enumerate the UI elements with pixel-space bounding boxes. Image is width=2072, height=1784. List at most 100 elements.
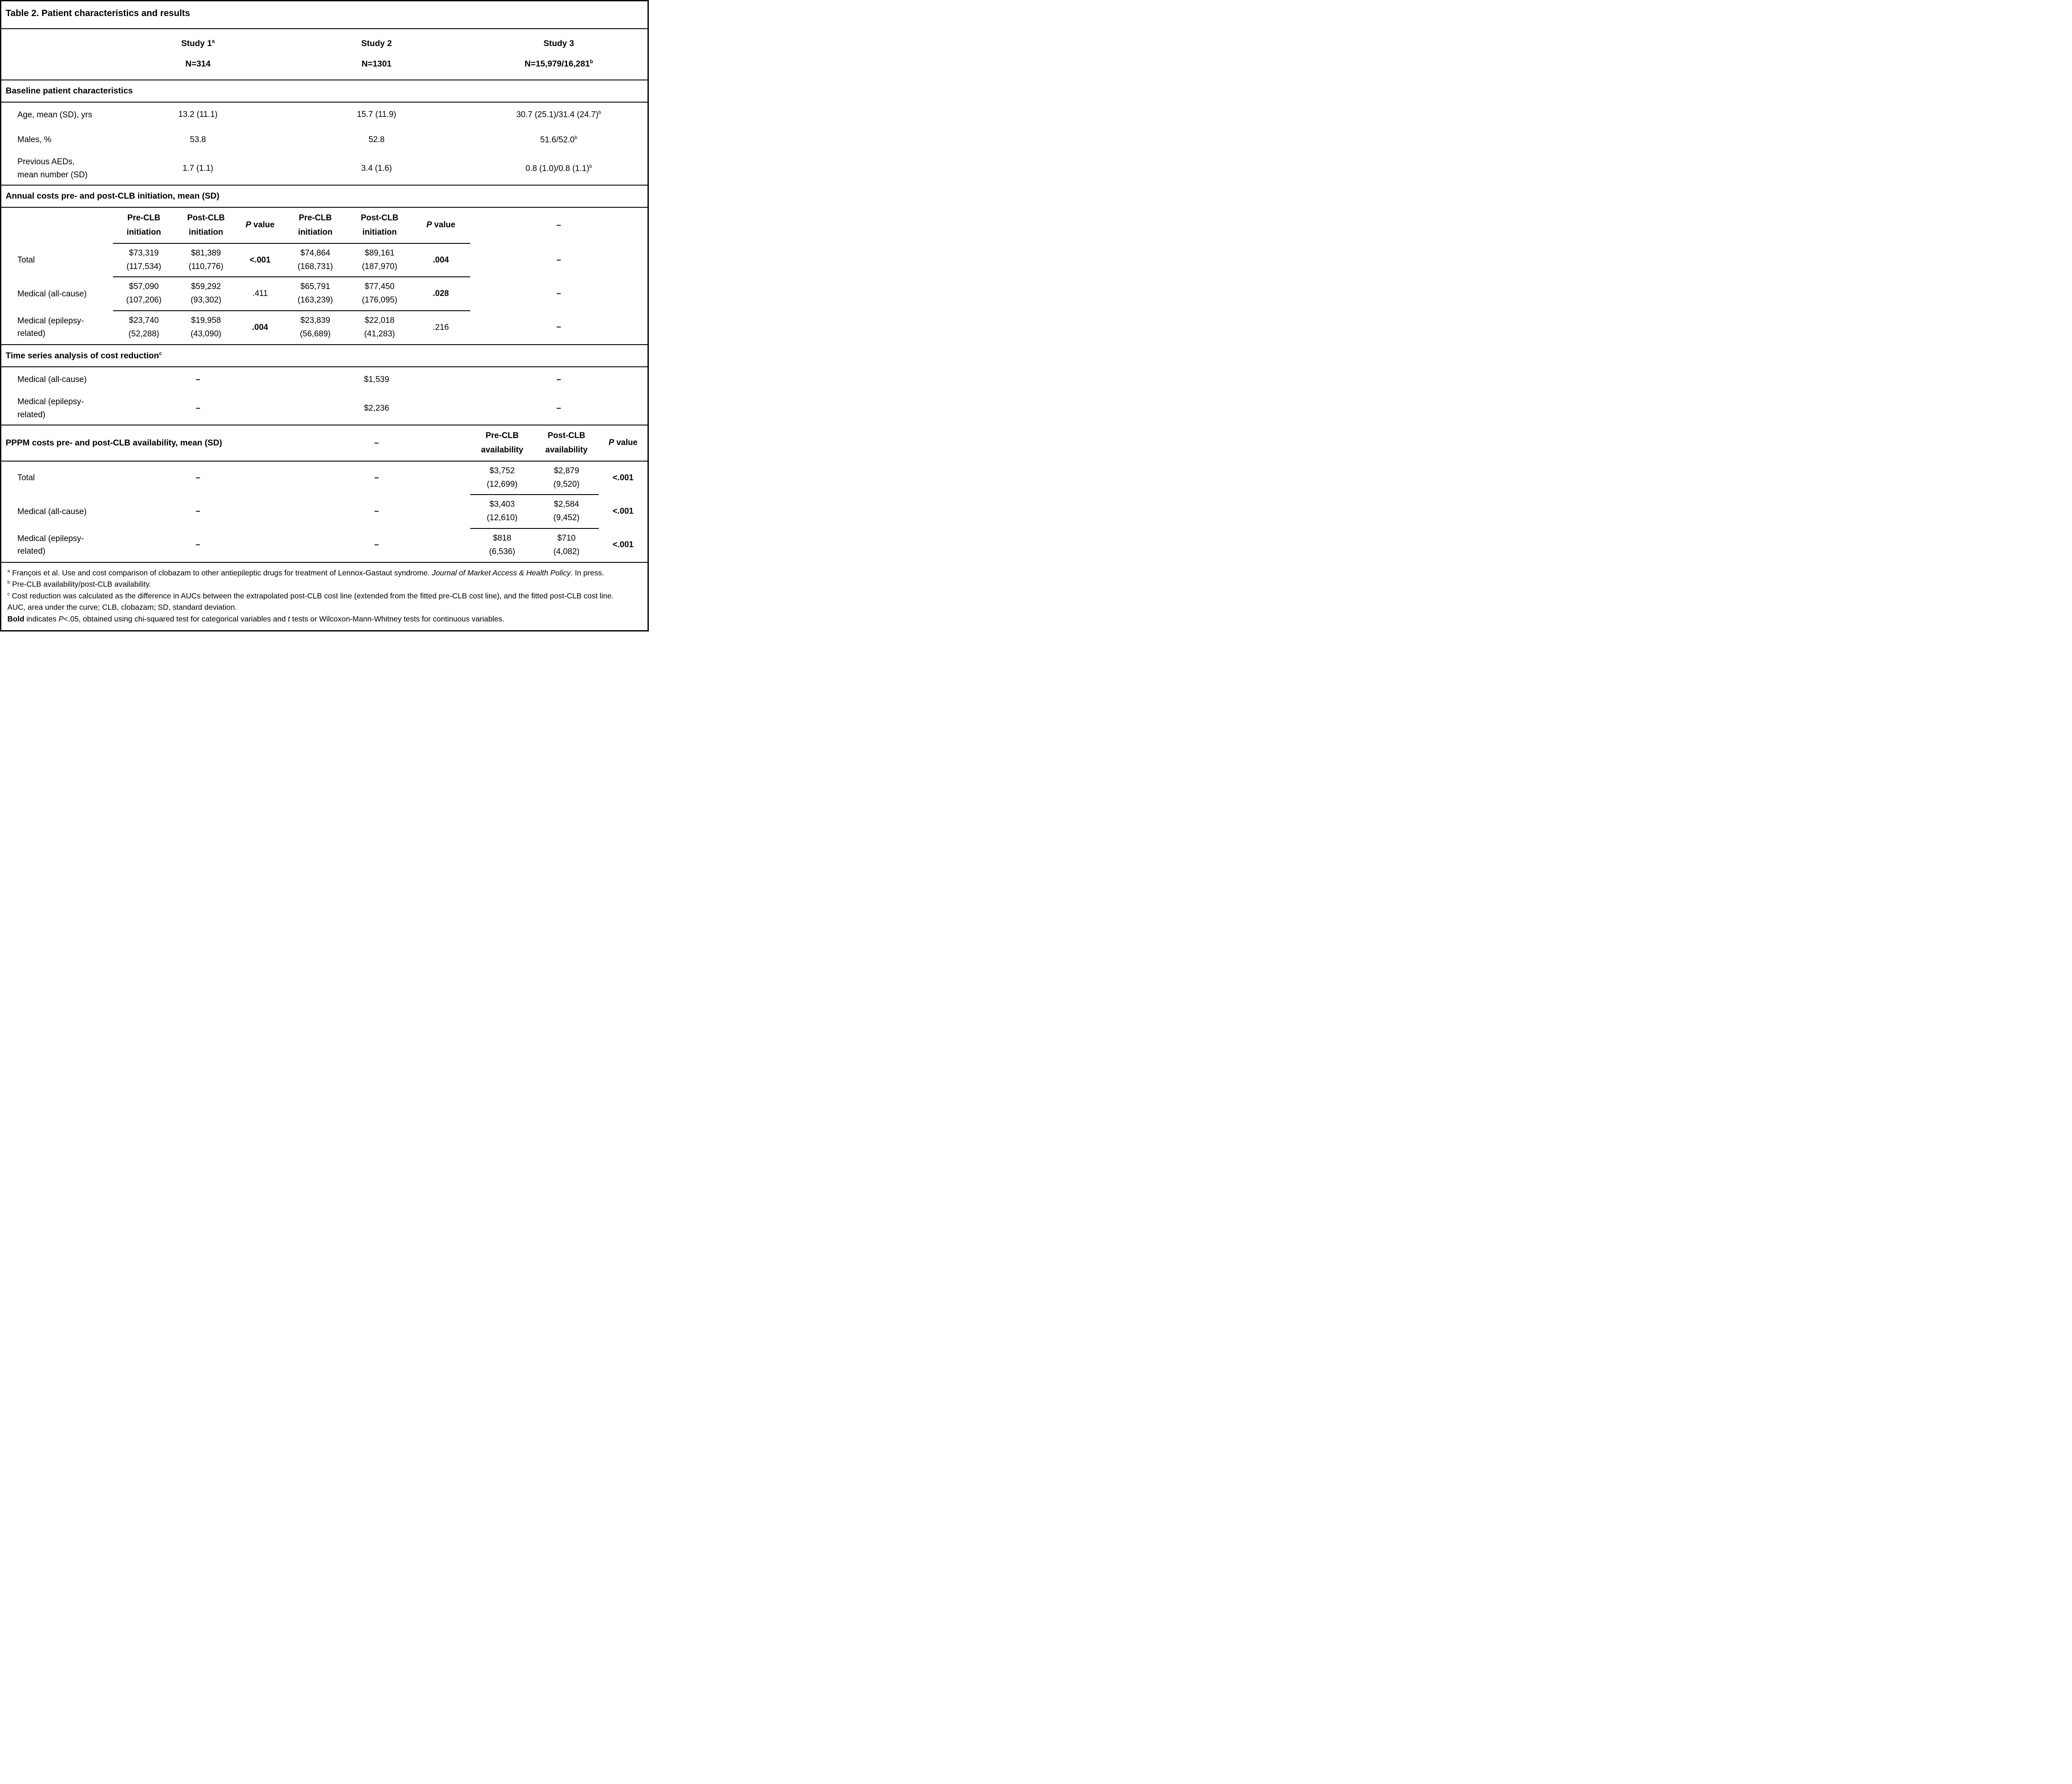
annual-medepi-s1-pre: $23,740 (52,288) bbox=[113, 311, 175, 345]
pppm-medepi-post: $710 (4,082) bbox=[534, 528, 599, 563]
aeds-label-line2: mean number (SD) bbox=[17, 170, 88, 179]
footnote-abbreviations: AUC, area under the curve; CLB, clobazam… bbox=[7, 601, 641, 613]
sd: (163,239) bbox=[297, 296, 333, 305]
amount: $74,864 bbox=[300, 248, 330, 258]
p-italic: P bbox=[608, 438, 614, 448]
timeseries-footnote-marker: c bbox=[159, 350, 162, 356]
annual-total-s1-pre: $73,319 (117,534) bbox=[113, 243, 175, 278]
pre-clb-line2: availability bbox=[481, 445, 524, 455]
footnotes-row: a François et al. Use and cost comparison… bbox=[1, 562, 648, 631]
timeseries-section-title: Time series analysis of cost reductionc bbox=[0, 344, 648, 368]
amount: $59,292 bbox=[191, 282, 221, 292]
annual-medall-s1-post: $59,292 (93,302) bbox=[175, 277, 237, 311]
row-pppm-medical-all: Medical (all-cause) – – $3,403 (12,610) $… bbox=[1, 495, 648, 529]
sd: (6,536) bbox=[489, 547, 515, 556]
annual-medall-s2-post: $77,450 (176,095) bbox=[347, 277, 412, 311]
abbreviations-text: AUC, area under the curve; CLB, clobazam… bbox=[7, 603, 237, 612]
row-males: Males, % 53.8 52.8 51.6/52.0b bbox=[1, 127, 648, 152]
amount: $23,839 bbox=[300, 316, 330, 325]
annual-medall-s1-pvalue: .411 bbox=[237, 277, 283, 311]
pppm-medepi-study1-dash: – bbox=[113, 528, 283, 563]
pppm-medall-pre: $3,403 (12,610) bbox=[470, 495, 535, 529]
footnotes-cell: a François et al. Use and cost comparison… bbox=[1, 562, 648, 631]
study2-label: Study 2 bbox=[361, 39, 392, 48]
row-annual-medical-all: Medical (all-cause) $57,090 (107,206) $59… bbox=[1, 277, 648, 311]
annual-medall-study3-dash: – bbox=[556, 289, 561, 299]
age-study3: 30.7 (25.1)/31.4 (24.7)b bbox=[470, 102, 648, 127]
ts-medall-study3-dash: – bbox=[556, 375, 561, 384]
annual-total-s1-post: $81,389 (110,776) bbox=[175, 243, 237, 278]
sd: (41,283) bbox=[364, 329, 395, 339]
label-line2: related) bbox=[17, 410, 46, 419]
bold-note-t-italic: t bbox=[288, 614, 290, 623]
amount: $19,958 bbox=[191, 316, 221, 325]
ts-medepi-study2-value: $2,236 bbox=[283, 392, 470, 426]
pppm-total-pvalue: <.001 bbox=[612, 473, 634, 483]
bold-note-text3: tests or Wilcoxon-Mann-Whitney tests for… bbox=[290, 614, 505, 623]
annual-medepi-s1-pvalue: .004 bbox=[237, 311, 283, 345]
age-study1: 13.2 (11.1) bbox=[178, 110, 218, 120]
pppm-study2-na-dash: – bbox=[283, 425, 470, 462]
study3-n-footnote-marker: b bbox=[590, 59, 593, 65]
study1-n: N=314 bbox=[185, 59, 211, 69]
footnote-b-text: Pre-CLB availability/post-CLB availabili… bbox=[12, 580, 151, 589]
amount: $77,450 bbox=[365, 282, 395, 292]
label-line2: related) bbox=[17, 547, 46, 556]
sd: (176,095) bbox=[362, 296, 398, 305]
row-ts-medical-all: Medical (all-cause) – $1,539 – bbox=[1, 367, 648, 392]
sd: (93,302) bbox=[190, 296, 222, 305]
males-study3-footnote-marker: b bbox=[574, 135, 578, 140]
pppm-medepi-pre: $818 (6,536) bbox=[470, 528, 535, 563]
ts-medical-all-label: Medical (all-cause) bbox=[17, 375, 87, 385]
post-clb-line2: initiation bbox=[362, 227, 397, 237]
amount: $818 bbox=[493, 534, 511, 543]
study1-header: Study 1a N=314 bbox=[113, 29, 283, 80]
pre-clb-line2: initiation bbox=[126, 227, 161, 237]
aeds-label: Previous AEDs, mean number (SD) bbox=[0, 152, 113, 186]
amount: $2,879 bbox=[554, 466, 579, 475]
table-title: Table 2. Patient characteristics and res… bbox=[0, 0, 648, 29]
annual-subheader-row: Pre-CLB initiation Post-CLB initiation P v… bbox=[1, 207, 648, 244]
amount: $3,752 bbox=[489, 466, 515, 475]
sd: (56,689) bbox=[300, 329, 331, 339]
title-row: Table 2. Patient characteristics and res… bbox=[0, 0, 648, 29]
study3-header: Study 3 N=15,979/16,281b bbox=[470, 29, 648, 80]
p-italic: P bbox=[246, 220, 251, 230]
bold-word: Bold bbox=[7, 614, 24, 623]
pppm-medall-study1-dash: – bbox=[196, 507, 200, 516]
footnote-c-text: Cost reduction was calculated as the dif… bbox=[12, 591, 614, 600]
sd: (117,534) bbox=[126, 262, 161, 271]
post-clb-line1: Post-CLB bbox=[187, 213, 225, 223]
annual-total-s1-pvalue: <.001 bbox=[237, 243, 283, 278]
sd: (12,610) bbox=[487, 513, 518, 523]
amount: $710 bbox=[557, 534, 576, 543]
row-annual-total: Total $73,319 (117,534) $81,389 (110,776) … bbox=[1, 243, 648, 278]
pre-clb-line2: initiation bbox=[298, 227, 333, 237]
post-clb-line2: initiation bbox=[189, 227, 223, 237]
p-rest: value bbox=[251, 220, 275, 230]
label-line2: related) bbox=[17, 329, 46, 339]
label-line1: Medical (epilepsy- bbox=[17, 397, 84, 407]
post-clb-line2: availability bbox=[545, 445, 588, 455]
annual-medepi-study3-dash: – bbox=[470, 311, 648, 345]
pppm-total-pre: $3,752 (12,699) bbox=[470, 461, 535, 495]
footnote-c-marker: c bbox=[7, 591, 10, 597]
row-pppm-medical-epilepsy: Medical (epilepsy-related) – – $818 (6,53… bbox=[0, 528, 648, 563]
amount: $65,791 bbox=[300, 282, 330, 292]
aeds-study3: 0.8 (1.0)/0.8 (1.1)b bbox=[470, 152, 648, 186]
annual-s2-pre-header: Pre-CLB initiation bbox=[283, 207, 348, 244]
pppm-pre-header: Pre-CLB availability bbox=[470, 425, 535, 462]
annual-medical-all-label: Medical (all-cause) bbox=[17, 289, 87, 299]
amount: $89,161 bbox=[365, 248, 395, 258]
annual-medical-epilepsy-label: Medical (epilepsy-related) bbox=[0, 311, 113, 345]
annual-s1-pre-header: Pre-CLB initiation bbox=[113, 207, 175, 244]
study1-label: Study 1 bbox=[181, 39, 212, 48]
study2-n: N=1301 bbox=[362, 59, 392, 69]
baseline-section-title: Baseline patient characteristics bbox=[0, 80, 648, 103]
annual-total-study3-dash: – bbox=[556, 255, 561, 265]
row-pppm-total: Total – – $3,752 (12,699) $2,879 (9,520) <… bbox=[1, 461, 648, 495]
footnote-a-marker: a bbox=[7, 568, 10, 574]
row-annual-medical-epilepsy: Medical (epilepsy-related) $23,740 (52,28… bbox=[0, 311, 648, 345]
aeds-label-line1: Previous AEDs, bbox=[17, 157, 75, 167]
bold-note-p-italic: P bbox=[58, 614, 64, 623]
